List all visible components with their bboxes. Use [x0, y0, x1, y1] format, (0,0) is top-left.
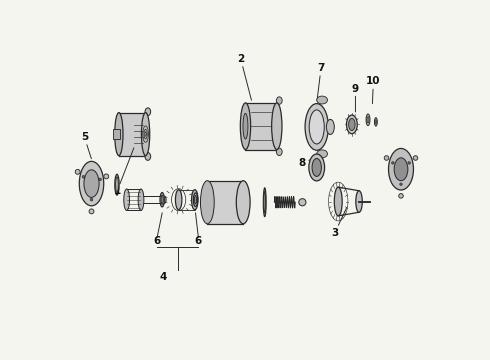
Ellipse shape [317, 96, 327, 104]
Text: 8: 8 [299, 158, 311, 168]
Ellipse shape [89, 209, 94, 214]
Bar [119, 113, 146, 156]
Ellipse shape [399, 194, 403, 198]
Circle shape [400, 183, 402, 185]
Ellipse shape [115, 113, 123, 156]
Ellipse shape [276, 97, 282, 104]
Circle shape [299, 199, 306, 206]
Circle shape [90, 198, 93, 201]
Ellipse shape [309, 154, 324, 181]
Text: 10: 10 [366, 76, 381, 104]
Ellipse shape [367, 117, 369, 123]
Ellipse shape [334, 187, 342, 216]
Ellipse shape [271, 103, 282, 149]
Ellipse shape [163, 196, 166, 203]
Ellipse shape [115, 174, 119, 195]
Ellipse shape [124, 189, 129, 211]
Ellipse shape [145, 108, 151, 116]
Ellipse shape [84, 170, 99, 197]
Circle shape [392, 162, 394, 164]
Ellipse shape [264, 192, 266, 213]
Ellipse shape [240, 103, 250, 149]
Ellipse shape [276, 148, 282, 156]
Ellipse shape [374, 118, 377, 126]
Ellipse shape [243, 113, 248, 139]
Ellipse shape [194, 193, 197, 207]
Ellipse shape [389, 148, 414, 190]
Text: 3: 3 [331, 208, 347, 238]
Ellipse shape [413, 156, 418, 160]
Ellipse shape [349, 118, 355, 131]
Ellipse shape [384, 156, 389, 160]
Ellipse shape [312, 158, 321, 176]
Ellipse shape [192, 190, 198, 210]
Ellipse shape [317, 150, 327, 158]
Ellipse shape [309, 110, 324, 144]
Ellipse shape [142, 113, 150, 156]
Ellipse shape [75, 170, 80, 174]
Ellipse shape [356, 191, 362, 212]
Ellipse shape [175, 190, 182, 210]
Text: 6: 6 [153, 236, 161, 246]
Ellipse shape [375, 120, 377, 124]
Ellipse shape [236, 181, 250, 224]
Ellipse shape [263, 188, 266, 217]
Bar [245, 103, 277, 149]
Text: 7: 7 [317, 63, 325, 100]
Ellipse shape [366, 114, 370, 126]
Circle shape [408, 162, 411, 164]
Text: 4: 4 [160, 272, 167, 282]
Text: 5: 5 [81, 132, 91, 159]
Ellipse shape [161, 195, 163, 204]
Circle shape [82, 175, 85, 178]
Ellipse shape [305, 104, 328, 150]
Ellipse shape [326, 120, 334, 134]
Bar [113, 129, 121, 139]
Ellipse shape [394, 158, 408, 181]
Ellipse shape [138, 189, 144, 211]
Circle shape [98, 178, 101, 181]
Text: 1: 1 [113, 148, 134, 197]
Text: 9: 9 [352, 84, 359, 112]
Text: 2: 2 [237, 54, 251, 100]
Ellipse shape [346, 115, 357, 134]
Ellipse shape [200, 181, 214, 224]
Ellipse shape [160, 193, 164, 207]
Ellipse shape [195, 195, 196, 204]
Ellipse shape [104, 174, 109, 179]
Ellipse shape [116, 177, 118, 193]
Ellipse shape [79, 161, 104, 206]
Text: 6: 6 [195, 236, 202, 246]
Ellipse shape [145, 153, 151, 160]
Bar [207, 181, 243, 224]
